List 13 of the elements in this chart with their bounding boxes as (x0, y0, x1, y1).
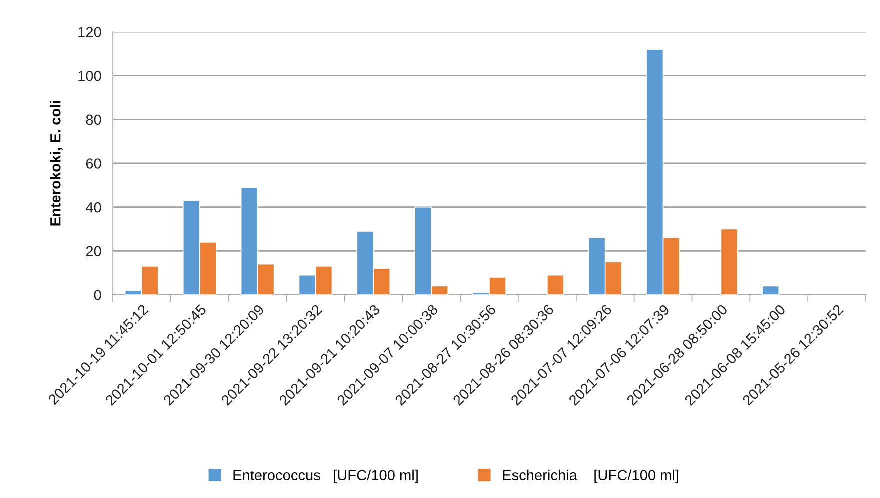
bar (762, 286, 780, 295)
bar (547, 274, 564, 295)
legend-label: Escherichia [UFC/100 ml] (503, 470, 679, 484)
bar (720, 228, 738, 295)
y-tick-label: 120 (78, 27, 102, 38)
y-tick-label: 40 (86, 202, 102, 213)
legend-label: Enterococcus [UFC/100 ml] (234, 470, 418, 484)
y-tick-label: 20 (86, 246, 102, 257)
y-tick-label: 0 (94, 290, 102, 300)
y-tick-label: 100 (78, 70, 102, 82)
y-tick-label: 80 (86, 114, 102, 126)
y-axis-title: Enterokoki, E. coli (50, 101, 63, 226)
y-tick-label: 60 (86, 158, 102, 169)
